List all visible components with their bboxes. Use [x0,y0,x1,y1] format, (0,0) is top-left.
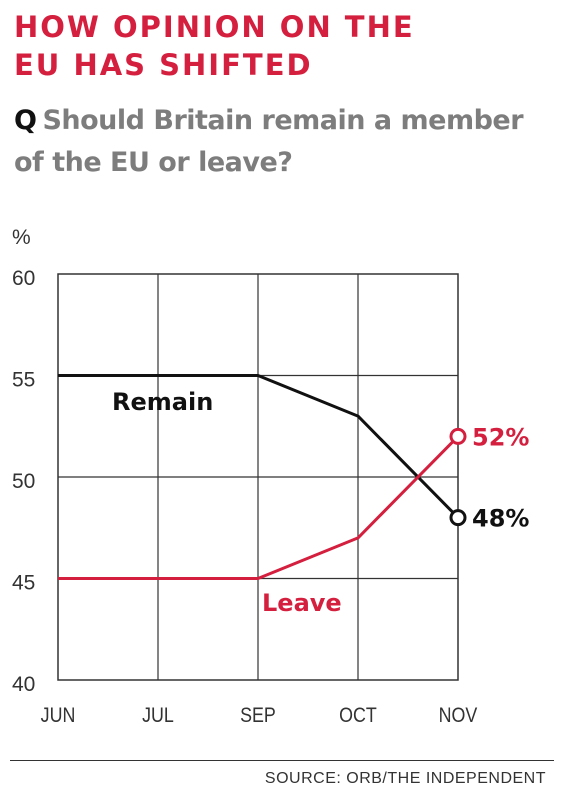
title-line-2: EU has shifted [14,48,313,82]
x-tick-label: SEP [240,704,276,728]
x-tick-label: NOV [439,704,478,728]
end-marker-remain [449,509,467,527]
series-label: Remain [112,388,213,416]
y-tick-label: 40 [12,673,35,696]
question-prefix: Q [14,105,37,136]
end-marker-leave [449,427,467,445]
series-line-remain [58,374,460,519]
y-axis-label: % [12,226,31,249]
y-tick-label: 55 [12,369,35,392]
source-divider [10,760,554,761]
x-tick-label: JUN [41,704,76,728]
end-value-label: 52% [472,423,529,451]
y-tick-label: 60 [12,267,35,290]
line-chart: 40 45 50 55 60% JUN JUL SEP OCT NOV 48% Remain 52% Le… [12,226,529,728]
x-tick-label: OCT [339,704,377,728]
series-line-leave [58,435,460,580]
chart-title: How opinion on the EU has shifted [14,8,415,84]
source-credit: SOURCE: ORB/THE INDEPENDENT [264,770,546,787]
title-line-1: How opinion on the [14,10,415,44]
x-tick-label: JUL [142,704,174,728]
question-text: Should Britain remain a member of the EU… [14,105,524,178]
series-label: Leave [262,589,342,617]
y-tick-label: 50 [12,470,35,493]
question: Q Should Britain remain a member of the E… [14,100,554,184]
y-tick-label: 45 [12,572,35,595]
end-value-label: 48% [472,505,529,533]
